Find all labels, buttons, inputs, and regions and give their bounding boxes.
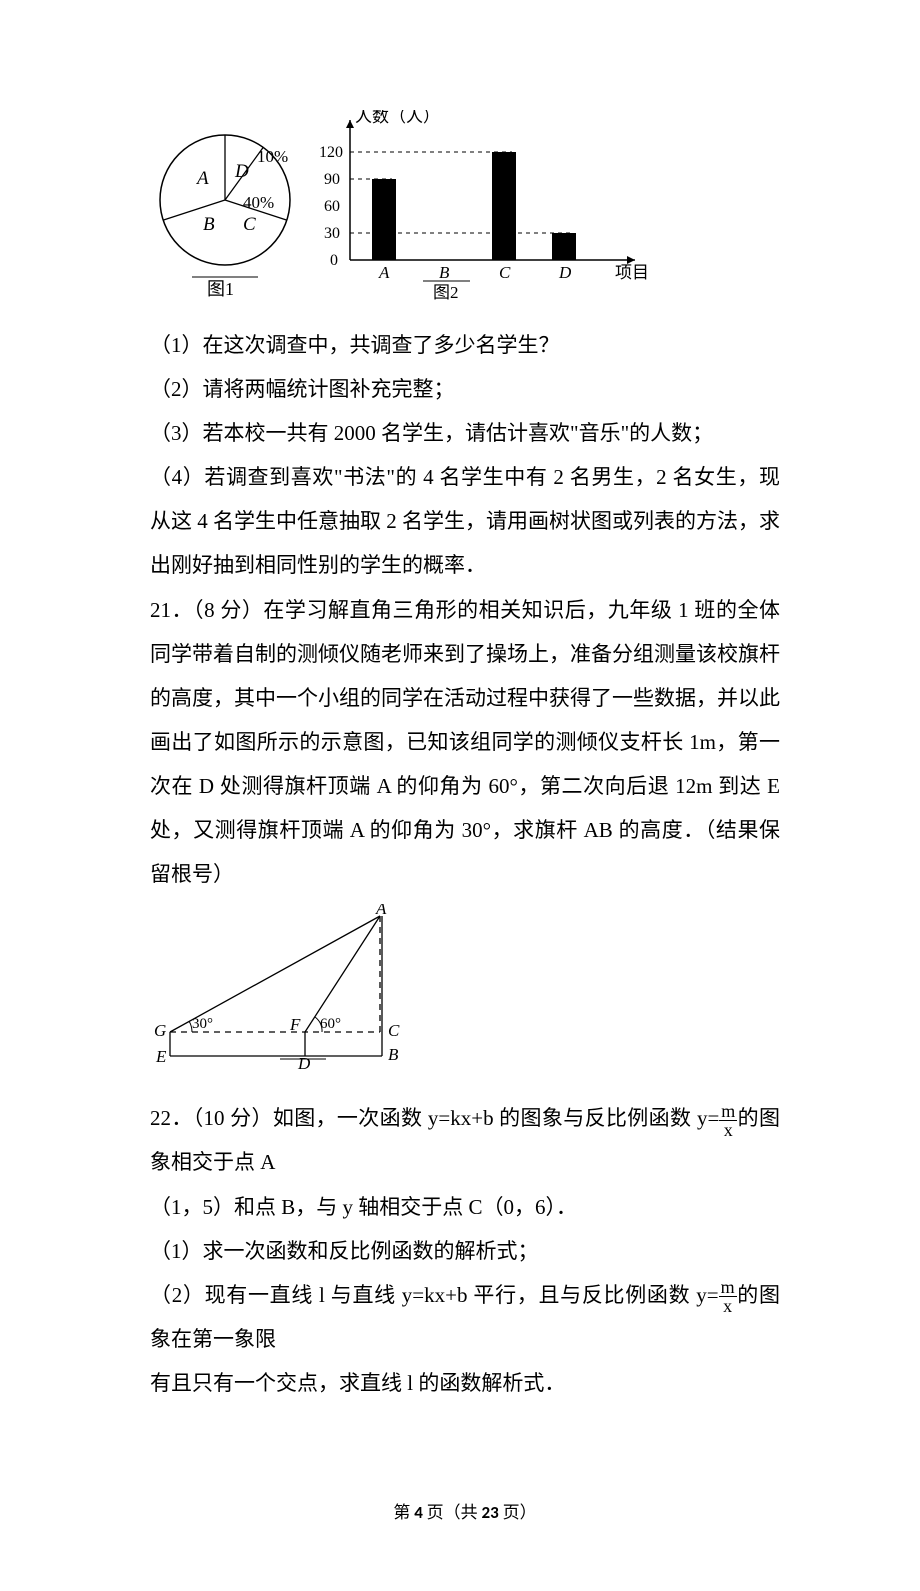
angle-60: 60° [320, 1016, 341, 1032]
bar-d [552, 233, 576, 260]
pie-caption: 图1 [207, 279, 234, 299]
ytick-0: 0 [330, 252, 338, 269]
q22-lead: 22．（10 分）如图，一次函数 y=kx+b 的图象与反比例函数 y=mx的图… [150, 1096, 780, 1184]
pie-pct-d: 10% [257, 147, 288, 166]
pie-label-d: D [234, 161, 249, 182]
pt-c: C [388, 1021, 400, 1040]
q20-3: （3）若本校一共有 2000 名学生，请估计喜欢"音乐"的人数； [150, 411, 780, 455]
pt-g: G [154, 1021, 166, 1040]
pt-e: E [155, 1047, 167, 1066]
q20-1: （1）在这次调查中，共调查了多少名学生？ [150, 323, 780, 367]
figure-row: A B C D 10% 40% 图1 0 30 60 90 120 A B C [150, 110, 780, 305]
bar-chart: 0 30 60 90 120 A B C D 人数（人） 项目 图2 [315, 110, 665, 305]
q20-4: （4）若调查到喜欢"书法"的 4 名学生中有 2 名男生，2 名女生，现从这 4… [150, 455, 780, 587]
q22-2: （2）现有一直线 l 与直线 y=kx+b 平行，且与反比例函数 y=mx的图象… [150, 1273, 780, 1361]
pie-pct-c: 40% [243, 193, 274, 212]
q20-2: （2）请将两幅统计图补充完整； [150, 367, 780, 411]
page-footer: 第 4 页（共 23 页） [150, 1495, 780, 1531]
angle-30: 30° [192, 1016, 213, 1032]
xlab-a: A [378, 263, 390, 282]
ytick-30: 30 [324, 225, 340, 242]
xlab-c: C [499, 263, 511, 282]
pt-f: F [289, 1015, 301, 1034]
pt-b: B [388, 1045, 399, 1064]
q22-line2: （1，5）和点 B，与 y 轴相交于点 C（0，6）． [150, 1185, 780, 1229]
bar-ylabel: 人数（人） [355, 110, 440, 126]
q22-lead-a: 22．（10 分）如图，一次函数 y=kx+b 的图象与反比例函数 y= [150, 1106, 719, 1130]
q22-2a: （2）现有一直线 l 与直线 y=kx+b 平行，且与反比例函数 y= [150, 1283, 719, 1307]
ytick-60: 60 [324, 198, 340, 215]
ytick-120: 120 [319, 144, 343, 161]
pie-label-a: A [195, 168, 209, 189]
pt-d: D [297, 1054, 311, 1069]
q21-body: 21．（8 分）在学习解直角三角形的相关知识后，九年级 1 班的全体同学带着自制… [150, 588, 780, 897]
pie-label-c: C [243, 214, 256, 235]
bar-c [492, 152, 516, 260]
pie-label-b: B [203, 214, 215, 235]
frac-m-over-x-2: mx [719, 1278, 737, 1315]
pie-chart: A B C D 10% 40% 图1 [150, 115, 305, 305]
q21-figure: 30° 60° A B C D E F G [150, 904, 780, 1084]
bar-a [372, 179, 396, 260]
bar-xlabel: 项目 [615, 263, 649, 282]
q22-1: （1）求一次函数和反比例函数的解析式； [150, 1229, 780, 1273]
bar-caption: 图2 [433, 283, 459, 302]
q22-3: 有且只有一个交点，求直线 l 的函数解析式． [150, 1361, 780, 1405]
frac-m-over-x: mx [719, 1102, 737, 1139]
xlab-b: B [439, 263, 450, 282]
ytick-90: 90 [324, 171, 340, 188]
xlab-d: D [558, 263, 572, 282]
pt-a: A [375, 904, 387, 918]
